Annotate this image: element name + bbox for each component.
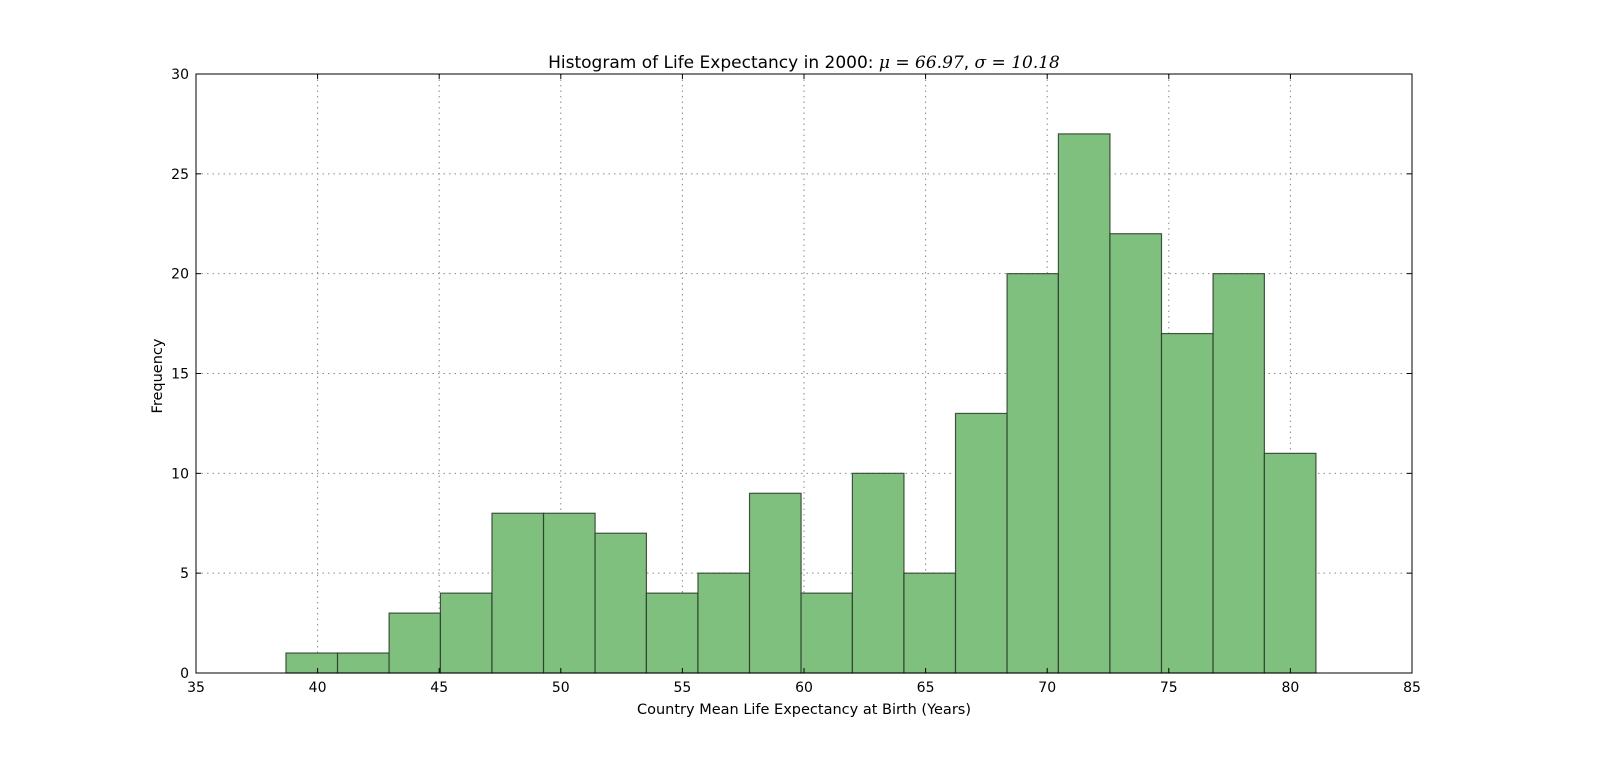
- axis-ticks: [195, 73, 1413, 674]
- x-tick-labels: 35 40 45 50 55 60 65 70 75 80 85: [187, 680, 1421, 696]
- histogram-bar: [388, 612, 442, 674]
- x-axis-label: Country Mean Life Expectancy at Birth (Y…: [637, 702, 971, 718]
- histogram-bar: [1109, 233, 1163, 674]
- histogram-bar: [1263, 452, 1317, 674]
- histogram-bar: [1057, 133, 1111, 674]
- x-tick-label: 50: [552, 680, 570, 696]
- x-tick-label: 60: [795, 680, 813, 696]
- x-tick-label: 70: [1038, 680, 1056, 696]
- histogram-bar: [336, 652, 390, 674]
- histogram-bar: [542, 512, 596, 674]
- histogram-bar: [903, 572, 957, 674]
- histogram-bar: [285, 652, 339, 674]
- histogram-bar: [594, 532, 648, 674]
- y-tick-labels: 0 5 10 15 20 25 30: [171, 67, 189, 682]
- histogram-bars: [285, 133, 1317, 674]
- histogram-bar: [645, 592, 699, 674]
- histogram-bar: [697, 572, 751, 674]
- y-tick-label: 5: [180, 566, 189, 582]
- x-tick-label: 40: [309, 680, 327, 696]
- histogram-bar: [954, 412, 1008, 674]
- y-tick-label: 10: [171, 466, 189, 482]
- x-tick-label: 75: [1160, 680, 1178, 696]
- histogram-bar: [1212, 273, 1265, 674]
- histogram-bar: [1160, 332, 1214, 674]
- y-tick-label: 25: [171, 167, 189, 183]
- x-tick-label: 45: [430, 680, 448, 696]
- y-tick-label: 20: [171, 267, 189, 283]
- x-tick-label: 85: [1403, 680, 1421, 696]
- x-tick-label: 80: [1281, 680, 1299, 696]
- histogram-bar: [851, 472, 905, 674]
- histogram-bar: [1006, 273, 1059, 674]
- y-tick-label: 0: [180, 666, 189, 682]
- histogram-bar: [748, 492, 802, 674]
- y-tick-label: 15: [171, 367, 189, 383]
- histogram-bar: [439, 592, 493, 674]
- x-tick-label: 55: [673, 680, 691, 696]
- histogram-bar: [800, 592, 853, 674]
- chart-title: Histogram of Life Expectancy in 2000: μ …: [548, 53, 1060, 73]
- x-tick-label: 65: [917, 680, 935, 696]
- y-axis-label: Frequency: [150, 338, 166, 413]
- histogram-bar: [491, 512, 545, 674]
- x-tick-label: 35: [187, 680, 205, 696]
- y-tick-label: 30: [171, 67, 189, 83]
